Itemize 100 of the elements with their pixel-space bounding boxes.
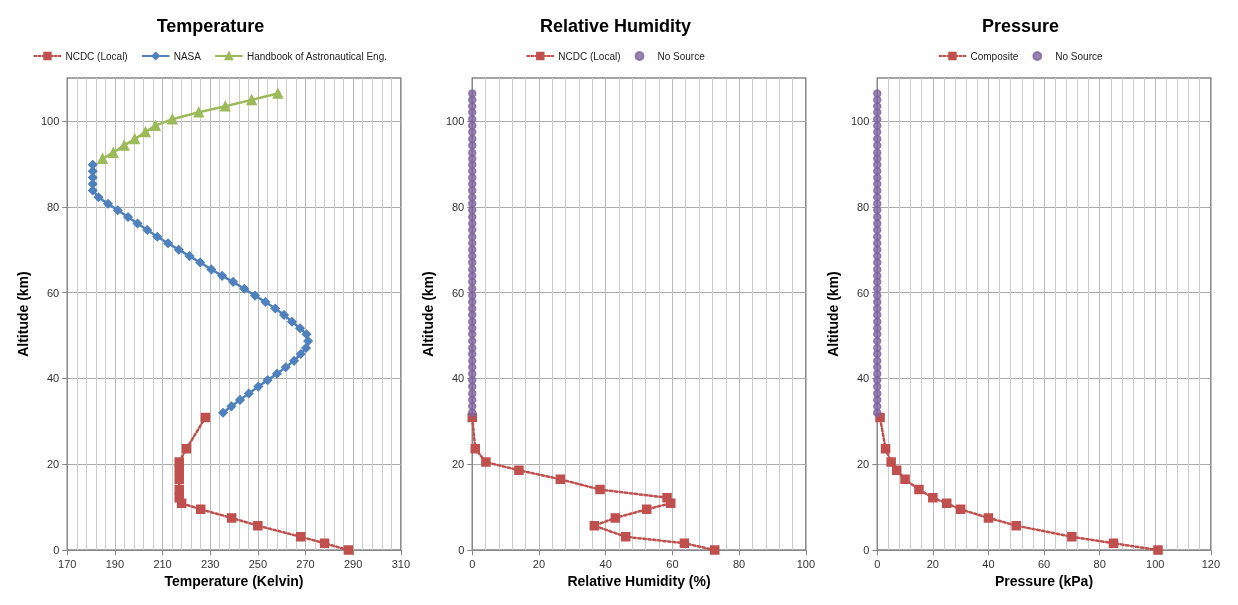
chart-title: Pressure <box>981 16 1060 36</box>
point <box>280 362 291 373</box>
point <box>181 444 192 454</box>
x-tick-label: 230 <box>201 557 220 570</box>
point <box>113 205 123 215</box>
x-tick-label: 40 <box>599 557 612 570</box>
point <box>610 513 621 523</box>
point <box>620 532 631 542</box>
point <box>468 389 477 398</box>
point <box>1011 520 1021 531</box>
point <box>873 343 882 353</box>
legend-label: NCDC (Local) <box>65 50 128 62</box>
point <box>195 257 205 268</box>
y-tick-label: 0 <box>458 544 465 557</box>
point <box>641 504 652 515</box>
point <box>710 545 720 555</box>
y-tick-label: 100 <box>445 114 465 127</box>
y-tick-label: 80 <box>47 200 60 213</box>
x-tick-label: 170 <box>58 557 77 570</box>
point <box>262 375 273 385</box>
point <box>914 484 924 495</box>
point <box>163 238 173 248</box>
x-tick-label: 80 <box>732 557 746 570</box>
point <box>873 219 882 228</box>
x-tick-label: 20 <box>926 557 939 570</box>
y-tick-label: 80 <box>857 200 870 213</box>
point <box>468 304 477 313</box>
point <box>103 199 113 209</box>
y-axis-title: Altitude (km) <box>15 271 31 357</box>
point <box>118 140 130 151</box>
point <box>228 277 238 287</box>
legend-label: NCDC (Local) <box>558 50 621 62</box>
point <box>468 317 477 327</box>
point <box>468 212 477 222</box>
point <box>226 513 237 523</box>
point <box>132 218 143 229</box>
point <box>296 532 306 542</box>
point <box>295 323 305 333</box>
point <box>468 89 477 98</box>
y-tick-label: 40 <box>47 372 60 385</box>
point <box>206 264 217 275</box>
point <box>468 284 477 293</box>
point <box>129 133 140 145</box>
point <box>481 457 491 467</box>
y-tick-label: 60 <box>857 286 870 299</box>
point <box>235 395 245 405</box>
legend-label: Composite <box>970 50 1019 62</box>
legend-label: NASA <box>173 50 202 62</box>
x-tick-label: 0 <box>469 557 476 570</box>
point <box>468 343 477 353</box>
point <box>343 545 354 555</box>
point <box>928 492 938 503</box>
point <box>219 101 231 112</box>
point <box>468 134 477 144</box>
point <box>200 412 211 423</box>
point <box>174 492 184 503</box>
point <box>174 244 184 255</box>
point <box>1153 545 1163 555</box>
point <box>319 538 330 548</box>
point <box>900 474 910 485</box>
point <box>880 444 891 454</box>
x-tick-label: 60 <box>1037 557 1051 570</box>
point <box>514 465 524 476</box>
x-tick-label: 290 <box>343 557 363 570</box>
y-tick-label: 0 <box>53 544 60 557</box>
point <box>174 484 184 495</box>
point <box>873 304 882 313</box>
point <box>253 520 263 531</box>
point <box>983 513 994 523</box>
legend-label: No Source <box>657 50 706 62</box>
point <box>873 389 882 398</box>
point <box>873 134 882 144</box>
point <box>662 492 672 503</box>
point <box>873 317 882 327</box>
point <box>873 284 882 293</box>
y-tick-label: 20 <box>857 458 870 471</box>
point <box>873 232 882 242</box>
point <box>226 401 237 412</box>
point <box>152 232 163 242</box>
point <box>301 329 312 339</box>
y-tick-label: 80 <box>452 200 465 213</box>
point <box>589 520 600 531</box>
y-tick-label: 20 <box>47 458 60 471</box>
point <box>272 88 284 99</box>
point <box>244 388 254 399</box>
point <box>184 251 195 261</box>
point <box>873 148 882 157</box>
point <box>97 153 108 164</box>
point <box>942 498 952 509</box>
chart-title: Relative Humidity <box>539 16 692 36</box>
point <box>555 474 566 485</box>
y-tick-label: 40 <box>857 372 870 385</box>
point <box>270 303 281 314</box>
x-tick-label: 120 <box>1201 557 1220 570</box>
x-tick-label: 250 <box>248 557 268 570</box>
point <box>279 310 289 320</box>
x-tick-label: 100 <box>796 557 815 570</box>
x-tick-label: 100 <box>1146 557 1165 570</box>
y-tick-label: 60 <box>47 286 60 299</box>
point <box>272 368 282 379</box>
